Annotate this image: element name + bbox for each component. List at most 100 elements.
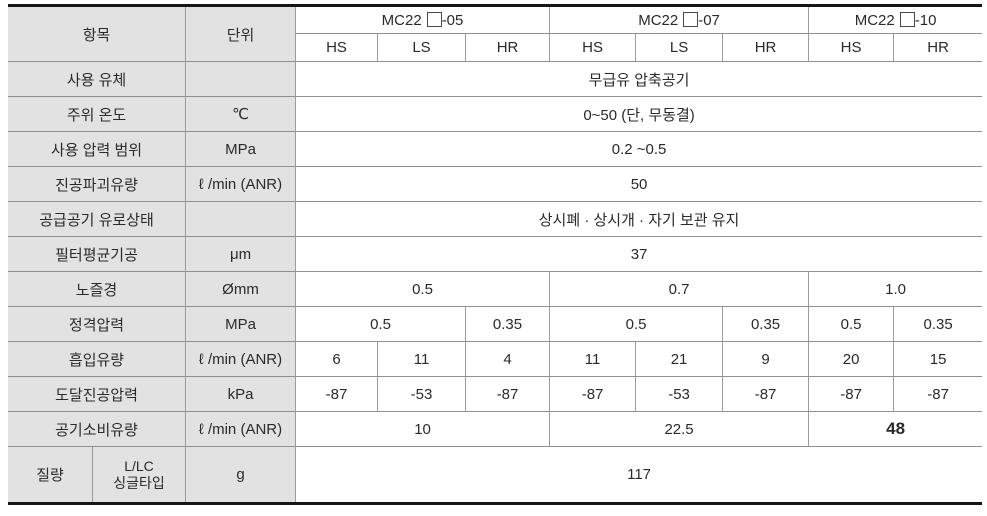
row-air-consumption: 공기소비유량 ℓ /min (ANR) 10 22.5 48 [8,412,983,447]
value-cell: -87 [809,377,895,412]
unit-cell: μm [186,237,297,272]
value-cell: 4 [466,342,551,377]
value-cell: 1.0 [809,272,983,307]
value-cell: 0.5 [296,307,467,342]
value-cell: 22.5 [550,412,810,447]
value-cell: 6 [296,342,379,377]
spec-table: 항목 단위 MC22 -05 MC22 -07 MC22 -10 HS LS HR H… [8,4,983,505]
row-nozzle-dia: 노즐경 Ømm 0.5 0.7 1.0 [8,272,983,307]
value-cell-highlight: 48 [809,412,983,447]
row-pressure-range: 사용 압력 범위 MPa 0.2 ~0.5 [8,132,983,167]
subcol-hr: HR [466,34,551,62]
value-cell: -87 [550,377,637,412]
row-filter-pore: 필터평균기공 μm 37 [8,237,983,272]
row-mass: 질량 L/LC 싱글타입 g 117 [8,447,982,502]
row-label: 공기소비유량 [8,412,187,447]
row-label: 주위 온도 [8,97,187,132]
model-10-suffix: -10 [914,11,937,29]
value-cell: 117 [627,466,652,483]
value-cell: 21 [636,342,724,377]
subcol-hr: HR [894,34,983,62]
subcol-hs: HS [809,34,895,62]
value-cell: 무급유 압축공기 [296,62,983,97]
unit-cell: ℓ /min (ANR) [186,412,297,447]
unit-cell: kPa [186,377,297,412]
header-row-models: 항목 단위 MC22 -05 MC22 -07 MC22 -10 [8,7,983,62]
model-placeholder-box-icon [683,11,699,27]
subcol-hs: HS [296,34,379,62]
subcol-ls: LS [636,34,724,62]
model-07-prefix: MC22 [638,11,679,29]
model-05-suffix: -05 [441,11,464,29]
value-cell: -53 [378,377,467,412]
row-suction-flow: 흡입유량 ℓ /min (ANR) 6 11 4 11 21 9 20 15 [8,342,983,377]
header-unit-cell: 단위 [186,7,297,62]
mass-type-cell: L/LC 싱글타입 [93,447,187,502]
row-label: 사용 압력 범위 [8,132,187,167]
header-model-05: MC22 -05 [296,7,551,34]
value-cell: 0~50 (단, 무동결) [296,97,983,132]
row-air-path-state: 공급공기 유로상태 상시폐 · 상시개 · 자기 보관 유지 [8,202,983,237]
row-vacuum-break-flow: 진공파괴유량 ℓ /min (ANR) 50 [8,167,983,202]
row-label: 진공파괴유량 [8,167,187,202]
row-label: 도달진공압력 [8,377,187,412]
row-rated-pressure: 정격압력 MPa 0.5 0.35 0.5 0.35 0.5 0.35 [8,307,983,342]
model-05-prefix: MC22 [381,11,422,29]
value-cell: 0.2 ~0.5 [296,132,983,167]
value-cell: -87 [723,377,810,412]
row-fluid: 사용 유체 무급유 압축공기 [8,62,983,97]
value-cell: 11 [550,342,637,377]
header-item-cell: 항목 [8,7,187,62]
model-10-prefix: MC22 [854,11,895,29]
value-cell: 0.35 [466,307,551,342]
value-cell: 37 [296,237,983,272]
row-ambient-temp: 주위 온도 ℃ 0~50 (단, 무동결) [8,97,983,132]
row-label: 필터평균기공 [8,237,187,272]
mass-type-line1: L/LC [124,458,154,475]
value-cell: 0.5 [550,307,724,342]
value-cell: -87 [296,377,379,412]
subcol-hr: HR [723,34,810,62]
value-cell: 9 [723,342,810,377]
unit-cell: g [186,447,297,502]
value-cell: 15 [894,342,983,377]
unit-cell: MPa [186,132,297,167]
unit-cell [186,202,297,237]
unit-cell: ℃ [186,97,297,132]
header-model-10: MC22 -10 [809,7,983,34]
value-cell: 0.5 [809,307,895,342]
row-label: 흡입유량 [8,342,187,377]
subcol-hs: HS [550,34,637,62]
value-cell: -87 [466,377,551,412]
subcol-ls: LS [378,34,467,62]
unit-cell: ℓ /min (ANR) [186,342,297,377]
value-cell: 0.35 [894,307,983,342]
row-label: 사용 유체 [8,62,187,97]
row-ultimate-vacuum: 도달진공압력 kPa -87 -53 -87 -87 -53 -87 -87 -… [8,377,983,412]
header-row-types: HS LS HR HS LS HR HS HR [8,34,983,62]
value-cell: 20 [809,342,895,377]
model-placeholder-box-icon [899,11,915,27]
unit-cell: Ømm [186,272,297,307]
mass-type-line2: 싱글타입 [113,474,165,491]
value-cell: 0.7 [550,272,810,307]
unit-cell: ℓ /min (ANR) [186,167,297,202]
row-label: 정격압력 [8,307,187,342]
unit-cell: MPa [186,307,297,342]
header-model-07: MC22 -07 [550,7,810,34]
value-cell: -87 [894,377,983,412]
unit-cell [186,62,297,97]
row-label: 질량 [8,447,93,502]
model-07-suffix: -07 [698,11,720,29]
value-cell: 0.35 [723,307,810,342]
value-cell: 상시폐 · 상시개 · 자기 보관 유지 [296,202,983,237]
row-label: 노즐경 [8,272,187,307]
value-cell: -53 [636,377,724,412]
value-cell: 10 [296,412,551,447]
row-label: 공급공기 유로상태 [8,202,187,237]
model-placeholder-box-icon [426,11,442,27]
value-cell: 11 [378,342,467,377]
value-cell: 50 [296,167,983,202]
value-cell: 0.5 [296,272,551,307]
